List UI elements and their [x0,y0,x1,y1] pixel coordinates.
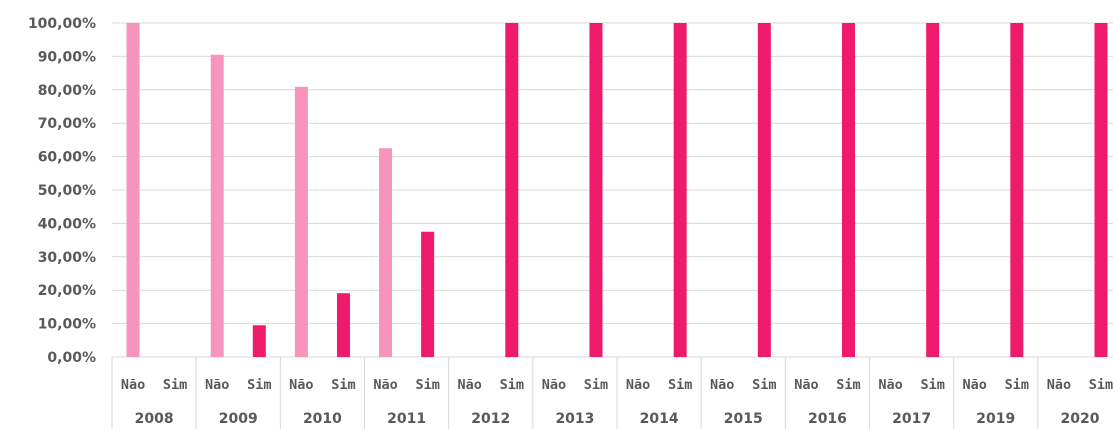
bar-sim-2010 [336,293,350,357]
bar-nao-2008 [126,23,140,357]
x-group-label: 2013 [555,411,594,427]
y-tick-label: 80,00% [38,83,96,99]
x-group-label: 2010 [303,411,342,427]
x-group-label: 2017 [892,411,931,427]
x-category-label: Sim [163,377,187,393]
x-category-label: Sim [415,377,439,393]
x-category-label: Não [1047,377,1071,393]
bar-sim-2009 [252,325,266,357]
x-category-label: Não [626,377,650,393]
bar-sim-2017 [926,23,940,357]
bar-sim-2013 [589,23,603,357]
y-tick-label: 50,00% [38,183,96,199]
x-category-label: Sim [584,377,608,393]
y-tick-label: 20,00% [38,283,96,299]
bar-sim-2012 [505,23,519,357]
bar-sim-2014 [673,23,687,357]
x-category-label: Sim [247,377,271,393]
y-tick-label: 30,00% [38,250,96,266]
y-tick-label: 60,00% [38,150,96,166]
x-category-label: Sim [500,377,524,393]
x-category-label: Não [121,377,145,393]
x-category-label: Sim [920,377,944,393]
x-category-label: Sim [752,377,776,393]
bar-nao-2010 [294,86,308,357]
y-tick-label: 90,00% [38,49,96,65]
x-group-label: 2015 [724,411,763,427]
y-tick-label: 40,00% [38,216,96,232]
y-tick-label: 0,00% [47,350,96,366]
x-group-label: 2020 [1060,411,1099,427]
y-tick-label: 10,00% [38,317,96,333]
x-group-label: 2019 [976,411,1015,427]
y-tick-label: 70,00% [38,116,96,132]
bar-sim-2016 [841,23,855,357]
x-group-label: 2009 [219,411,258,427]
x-group-label: 2012 [471,411,510,427]
x-category-label: Sim [331,377,355,393]
bar-sim-2020 [1094,23,1108,357]
x-category-label: Não [458,377,482,393]
bar-sim-2015 [757,23,771,357]
x-group-label: 2016 [808,411,847,427]
x-group-label: 2011 [387,411,426,427]
bar-nao-2009 [210,54,224,357]
x-category-label: Sim [1089,377,1113,393]
y-tick-label: 100,00% [28,16,96,32]
bar-sim-2011 [421,231,435,357]
x-category-label: Sim [836,377,860,393]
x-group-label: 2008 [135,411,174,427]
x-category-label: Não [289,377,313,393]
x-category-label: Não [963,377,987,393]
x-category-label: Não [373,377,397,393]
x-category-label: Sim [668,377,692,393]
x-category-label: Não [205,377,229,393]
x-category-label: Não [542,377,566,393]
bar-sim-2019 [1010,23,1024,357]
x-category-label: Sim [1005,377,1029,393]
x-category-label: Não [794,377,818,393]
x-category-label: Não [710,377,734,393]
bar-nao-2011 [379,148,393,357]
x-group-label: 2014 [640,411,679,427]
x-category-label: Não [878,377,902,393]
